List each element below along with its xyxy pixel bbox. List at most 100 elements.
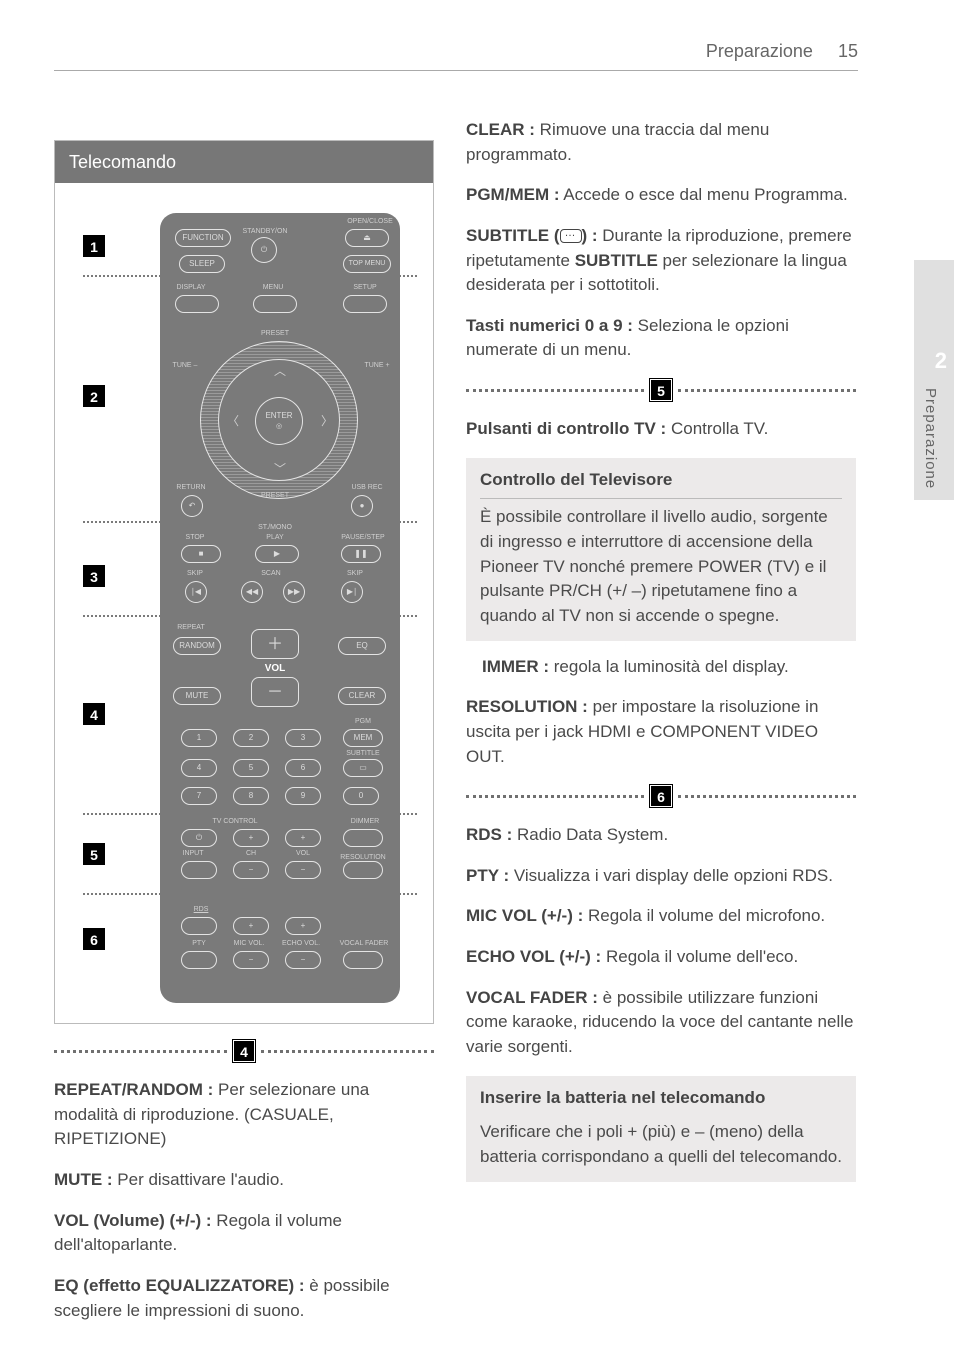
prev-button[interactable]: ∣◀ xyxy=(185,581,207,603)
rds-button[interactable] xyxy=(181,917,217,935)
para-repeat: REPEAT/RANDOM : Per selezionare una moda… xyxy=(54,1078,434,1152)
num-3-button[interactable]: 3 xyxy=(285,729,321,747)
tv-input-button[interactable] xyxy=(181,861,217,879)
section-divider-5: 5 xyxy=(466,379,856,401)
echo-down-button[interactable]: − xyxy=(285,951,321,969)
side-tab-label: Preparazione xyxy=(919,388,941,489)
pause-button[interactable]: ❚❚ xyxy=(341,545,381,563)
dimmer-label: DIMMER xyxy=(343,817,387,827)
para-rds: RDS : Radio Data System. xyxy=(466,823,856,848)
tv-power-button[interactable]: ⏻ xyxy=(181,829,217,847)
dimmer-button[interactable] xyxy=(343,829,383,847)
mic-down-button[interactable]: − xyxy=(233,951,269,969)
num-2-button[interactable]: 2 xyxy=(233,729,269,747)
setup-button[interactable] xyxy=(343,295,387,313)
vol-up-button[interactable]: ＋ xyxy=(251,629,299,659)
sleep-button[interactable]: SLEEP xyxy=(179,255,225,273)
enter-dot-icon: ◎ xyxy=(276,422,282,432)
pty-button[interactable] xyxy=(181,951,217,969)
pause-label: PAUSE/STEP xyxy=(337,533,389,543)
enter-label: ENTER xyxy=(265,410,292,422)
num-5-button[interactable]: 5 xyxy=(233,759,269,777)
para-vol: VOL (Volume) (+/-) : Regola il volume de… xyxy=(54,1209,434,1258)
nav-right-icon[interactable]: 〉 xyxy=(317,413,337,430)
return-label: RETURN xyxy=(169,483,213,493)
section-divider-6: 6 xyxy=(466,785,856,807)
eject-button[interactable]: ⏏ xyxy=(345,229,389,247)
tv-ch-up-button[interactable]: + xyxy=(233,829,269,847)
usbrec-label: USB REC xyxy=(345,483,389,493)
num-8-button[interactable]: 8 xyxy=(233,787,269,805)
para-eq: EQ (effetto EQUALIZZATORE) : è possibile… xyxy=(54,1274,434,1323)
num-9-button[interactable]: 9 xyxy=(285,787,321,805)
para-immer: IMMER : regola la luminosità del display… xyxy=(466,655,856,680)
nav-left-icon[interactable]: 〈 xyxy=(223,413,243,430)
remote-figure: Telecomando 1 2 3 4 5 6 OPEN/CLOSE FUNCT… xyxy=(54,140,434,1024)
ff-button[interactable]: ▶▶ xyxy=(283,581,305,603)
nav-down-icon[interactable]: ﹀ xyxy=(265,461,295,478)
section-tag-5: 5 xyxy=(83,843,105,865)
fader-label: VOCAL FADER xyxy=(335,939,393,949)
nav-up-icon[interactable]: ︿ xyxy=(265,363,295,380)
clear-button[interactable]: CLEAR xyxy=(338,687,386,705)
resolution-button[interactable] xyxy=(343,861,383,879)
side-tab-number: 2 xyxy=(935,345,947,377)
num-4-button[interactable]: 4 xyxy=(181,759,217,777)
num-6-button[interactable]: 6 xyxy=(285,759,321,777)
stop-button[interactable]: ■ xyxy=(181,545,221,563)
eq-button[interactable]: EQ xyxy=(338,637,386,655)
repeat-label: REPEAT xyxy=(169,623,213,633)
tv-vol-up-button[interactable]: + xyxy=(285,829,321,847)
display-button[interactable] xyxy=(175,295,219,313)
num-1-button[interactable]: 1 xyxy=(181,729,217,747)
ch-label: CH xyxy=(233,849,269,859)
num-0-button[interactable]: 0 xyxy=(343,787,379,805)
section-divider-4: 4 xyxy=(54,1040,434,1062)
next-button[interactable]: ▶∣ xyxy=(341,581,363,603)
tv-vol-down-button[interactable]: − xyxy=(285,861,321,879)
section-divider xyxy=(83,275,417,277)
echo-up-button[interactable]: + xyxy=(285,917,321,935)
power-button[interactable]: ⏻ xyxy=(251,237,277,263)
section-tag-3: 3 xyxy=(83,565,105,587)
vol-down-button[interactable]: － xyxy=(251,677,299,707)
display-label: DISPLAY xyxy=(169,283,213,293)
remote-title: Telecomando xyxy=(55,141,433,183)
para-pty: PTY : Visualizza i vari display delle op… xyxy=(466,864,856,889)
random-button[interactable]: RANDOM xyxy=(173,637,221,655)
page-header: Preparazione 15 xyxy=(706,38,858,64)
note-body: È possibile controllare il livello audio… xyxy=(480,505,842,628)
pgm-label: PGM xyxy=(343,717,383,727)
menu-button[interactable] xyxy=(253,295,297,313)
input-label: INPUT xyxy=(175,849,211,859)
tune-plus-label: TUNE + xyxy=(355,361,399,371)
tvvol-label: VOL xyxy=(285,849,321,859)
note-battery: Inserire la batteria nel telecomando Ver… xyxy=(466,1076,856,1182)
enter-button[interactable]: ENTER ◎ xyxy=(255,397,303,445)
function-button[interactable]: FUNCTION xyxy=(175,229,231,247)
tv-ch-down-button[interactable]: − xyxy=(233,861,269,879)
note-title: Controllo del Televisore xyxy=(480,468,842,500)
rec-button[interactable]: ● xyxy=(351,495,373,517)
mute-button[interactable]: MUTE xyxy=(173,687,221,705)
rew-button[interactable]: ◀◀ xyxy=(241,581,263,603)
top-menu-button[interactable]: TOP MENU xyxy=(343,255,391,273)
note-body: Verificare che i poli + (più) e – (meno)… xyxy=(480,1120,842,1169)
tune-minus-label: TUNE – xyxy=(163,361,207,371)
standby-label: STANDBY/ON xyxy=(237,227,293,237)
mic-up-button[interactable]: + xyxy=(233,917,269,935)
return-button[interactable]: ↶ xyxy=(181,495,203,517)
echo-label: ECHO VOL. xyxy=(275,939,327,949)
skip-label-l: SKIP xyxy=(177,569,213,579)
tv-control-label: TV CONTROL xyxy=(195,817,275,827)
mem-button[interactable]: MEM xyxy=(343,729,383,747)
play-button[interactable]: ▶ xyxy=(255,545,299,563)
para-vocalfader: VOCAL FADER : è possibile utilizzare fun… xyxy=(466,986,856,1060)
pty-label: PTY xyxy=(181,939,217,949)
para-tvcontrol: Pulsanti di controllo TV : Controlla TV. xyxy=(466,417,856,442)
mic-label: MIC VOL. xyxy=(225,939,273,949)
play-label: PLAY xyxy=(257,533,293,543)
subtitle-button[interactable]: ▭ xyxy=(343,759,383,777)
vocal-fader-button[interactable] xyxy=(343,951,383,969)
num-7-button[interactable]: 7 xyxy=(181,787,217,805)
